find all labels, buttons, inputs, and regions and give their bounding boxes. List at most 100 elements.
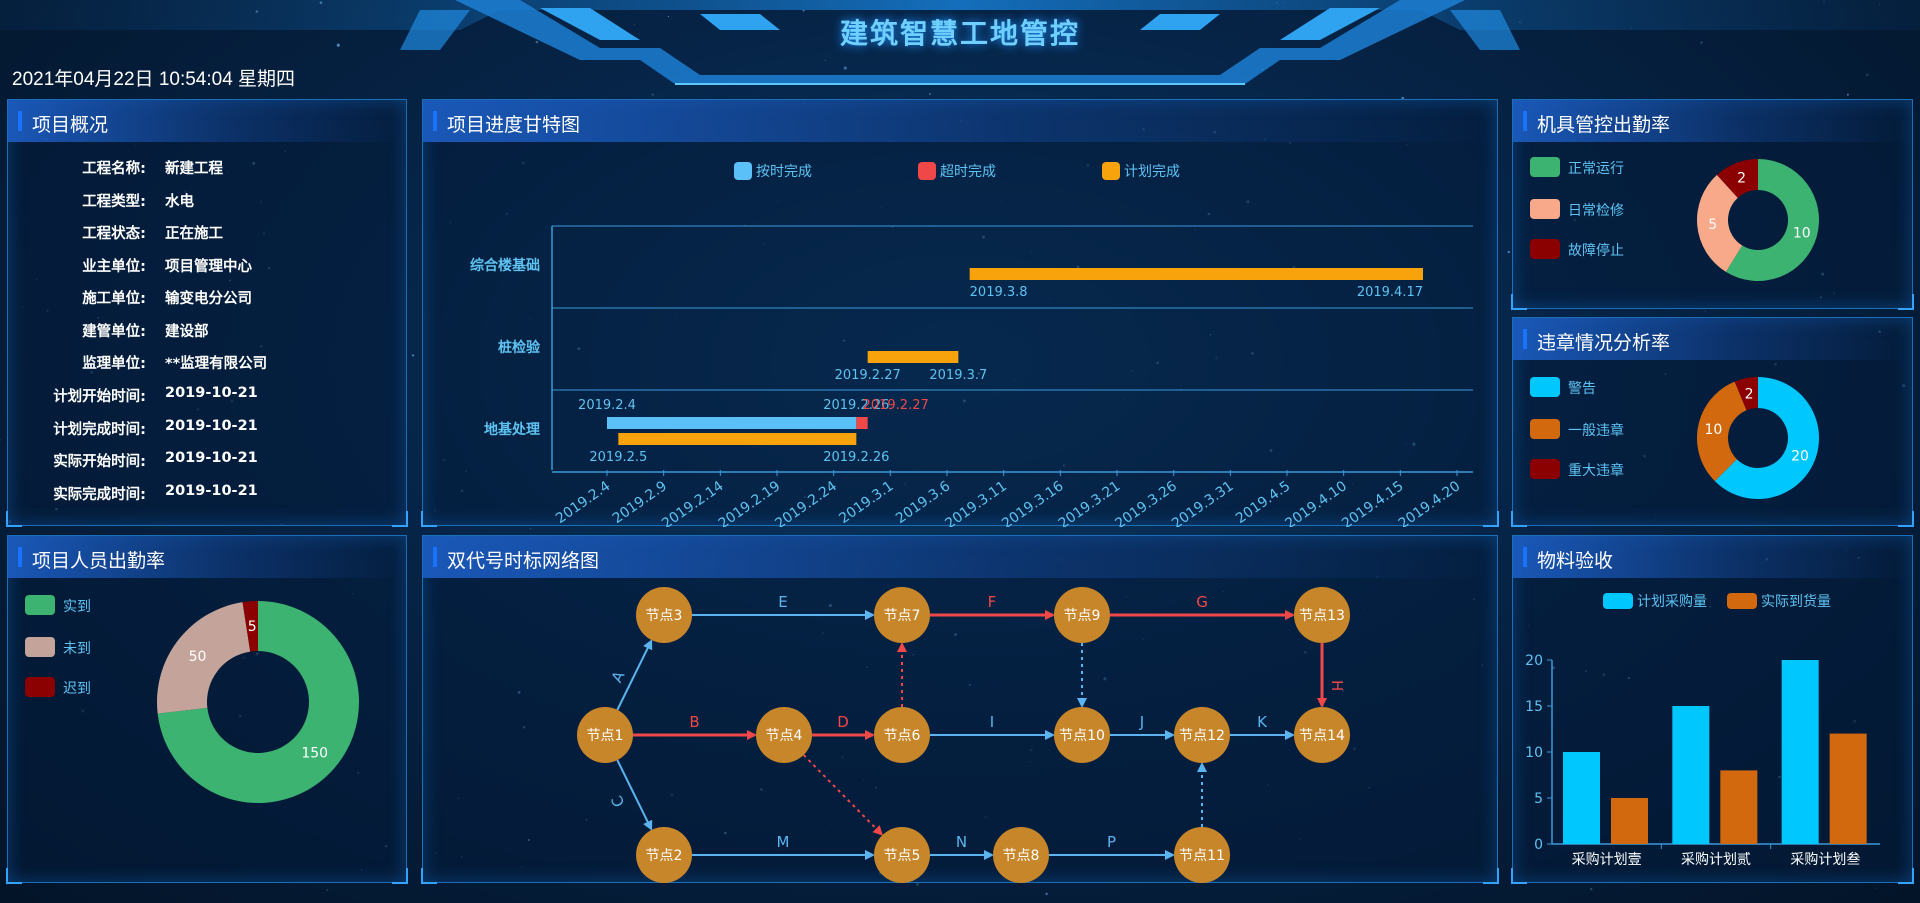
network-node[interactable] bbox=[993, 827, 1049, 883]
overview-value: **监理有限公司 bbox=[165, 356, 268, 372]
network-edge-label: J bbox=[1139, 713, 1144, 731]
overview-value: 2019-10-21 bbox=[165, 418, 258, 434]
network-node-label: 节点12 bbox=[1179, 728, 1225, 744]
donut-slice[interactable] bbox=[1716, 159, 1758, 198]
star-dot bbox=[1846, 93, 1849, 96]
materials-x-tick-label: 采购计划叁 bbox=[1790, 851, 1860, 868]
gantt-x-tick-label: 2019.3.31 bbox=[1169, 478, 1237, 527]
gantt-chart: 综合楼基础桩检验地基处理2019.2.42019.2.92019.2.14201… bbox=[470, 225, 1473, 527]
overview-row: 计划开始时间: 2019-10-21 bbox=[8, 385, 388, 411]
gantt-legend-item[interactable]: 超时完成 bbox=[918, 161, 996, 181]
network-node[interactable] bbox=[577, 707, 633, 763]
star-dot bbox=[1189, 89, 1191, 91]
network-node[interactable] bbox=[1294, 707, 1350, 763]
gantt-bar[interactable] bbox=[969, 268, 1423, 280]
legend-swatch bbox=[918, 162, 936, 180]
network-node[interactable] bbox=[1174, 707, 1230, 763]
legend-label: 正常运行 bbox=[1568, 161, 1624, 177]
materials-legend-item[interactable]: 计划采购量 bbox=[1603, 591, 1707, 611]
overview-row: 实际开始时间: 2019-10-21 bbox=[8, 450, 388, 476]
overview-label: 计划开始时间: bbox=[53, 389, 146, 405]
network-node-label: 节点4 bbox=[766, 728, 803, 744]
network-node[interactable] bbox=[874, 707, 930, 763]
network-node-label: 节点9 bbox=[1064, 608, 1101, 624]
network-node[interactable] bbox=[636, 587, 692, 643]
star-dot bbox=[634, 24, 636, 26]
materials-bar[interactable] bbox=[1611, 798, 1648, 844]
donut-value-label: 150 bbox=[301, 746, 328, 762]
legend-swatch bbox=[25, 677, 55, 697]
network-node[interactable] bbox=[636, 827, 692, 883]
gantt-bar[interactable] bbox=[618, 433, 857, 445]
donut-slice[interactable] bbox=[1714, 377, 1819, 499]
donut-value-label: 50 bbox=[189, 649, 207, 665]
donut-slice[interactable] bbox=[242, 601, 258, 652]
gantt-bar[interactable] bbox=[867, 351, 959, 363]
materials-bar[interactable] bbox=[1781, 660, 1819, 844]
materials-bar[interactable] bbox=[1720, 770, 1758, 844]
panel-title: 项目人员出勤率 bbox=[32, 550, 166, 572]
star-dot bbox=[1704, 310, 1707, 312]
network-node-label: 节点6 bbox=[884, 728, 921, 744]
legend-swatch bbox=[1530, 419, 1560, 439]
network-node[interactable] bbox=[756, 707, 812, 763]
network-node-label: 节点13 bbox=[1299, 608, 1345, 624]
donut-slice[interactable] bbox=[1697, 174, 1743, 272]
gantt-bar[interactable] bbox=[856, 417, 868, 429]
overview-value: 输变电分公司 bbox=[165, 291, 252, 307]
donut-slice[interactable] bbox=[1734, 377, 1758, 411]
network-node[interactable] bbox=[1054, 707, 1110, 763]
gantt-bar[interactable] bbox=[607, 417, 857, 429]
panel-title: 双代号时标网络图 bbox=[447, 550, 600, 572]
donut-value-label: 10 bbox=[1704, 422, 1722, 438]
panel-title: 物料验收 bbox=[1537, 550, 1614, 572]
legend-label: 故障停止 bbox=[1568, 243, 1624, 259]
materials-y-tick-label: 5 bbox=[1534, 791, 1543, 807]
donut-slice[interactable] bbox=[157, 601, 359, 803]
overview-value: 2019-10-21 bbox=[165, 385, 258, 401]
network-node[interactable] bbox=[1294, 587, 1350, 643]
star-dot bbox=[843, 66, 847, 70]
materials-x-tick-label: 采购计划贰 bbox=[1681, 851, 1751, 868]
network-edge-label: F bbox=[988, 593, 997, 611]
network-node[interactable] bbox=[1054, 587, 1110, 643]
network-edge-label: A bbox=[608, 668, 629, 686]
network-edge-label: P bbox=[1107, 833, 1116, 851]
donut-slice[interactable] bbox=[1697, 381, 1747, 482]
materials-bar-chart: 0 5 10 15 20 采购计划壹 采购计划贰 采购计划叁 bbox=[1525, 653, 1880, 868]
legend-swatch bbox=[734, 162, 752, 180]
network-edge-label: N bbox=[956, 833, 967, 851]
donut-slice[interactable] bbox=[1725, 159, 1819, 281]
star-dot bbox=[1700, 41, 1703, 44]
network-node-label: 节点2 bbox=[646, 848, 683, 864]
network-node[interactable] bbox=[1174, 827, 1230, 883]
donut-value-label: 20 bbox=[1791, 448, 1809, 464]
gantt-legend-item[interactable]: 计划完成 bbox=[1102, 161, 1180, 181]
star-dot bbox=[326, 889, 328, 891]
gantt-legend-item[interactable]: 按时完成 bbox=[734, 161, 812, 181]
network-edge-label: M bbox=[777, 833, 790, 851]
legend-swatch bbox=[1530, 239, 1560, 259]
network-node-label: 节点11 bbox=[1179, 848, 1225, 864]
staff-attendance-panel: 项目人员出勤率 实到 未到 迟到 150 50 5 bbox=[6, 535, 408, 884]
gantt-row-label: 地基处理 bbox=[484, 421, 540, 438]
network-node[interactable] bbox=[874, 587, 930, 643]
gantt-bar-start-label: 2019.2.5 bbox=[589, 450, 647, 465]
network-node-label: 节点7 bbox=[884, 608, 921, 624]
network-node[interactable] bbox=[874, 827, 930, 883]
star-dot bbox=[0, 439, 2, 441]
star-dot bbox=[535, 40, 539, 44]
legend-swatch bbox=[25, 595, 55, 615]
legend-label: 迟到 bbox=[63, 681, 91, 697]
donut-slice[interactable] bbox=[156, 602, 251, 714]
materials-bar[interactable] bbox=[1829, 733, 1867, 844]
materials-bar[interactable] bbox=[1672, 706, 1710, 844]
overview-label: 实际完成时间: bbox=[53, 487, 146, 503]
materials-bar[interactable] bbox=[1563, 752, 1600, 844]
panel-header: 违章情况分析率 bbox=[1513, 318, 1912, 360]
legend-label: 日常检修 bbox=[1568, 203, 1624, 219]
star-dot bbox=[323, 33, 325, 35]
materials-legend-item[interactable]: 实际到货量 bbox=[1727, 591, 1831, 611]
network-node-label: 节点3 bbox=[646, 608, 683, 624]
materials-y-tick-label: 10 bbox=[1525, 745, 1543, 761]
